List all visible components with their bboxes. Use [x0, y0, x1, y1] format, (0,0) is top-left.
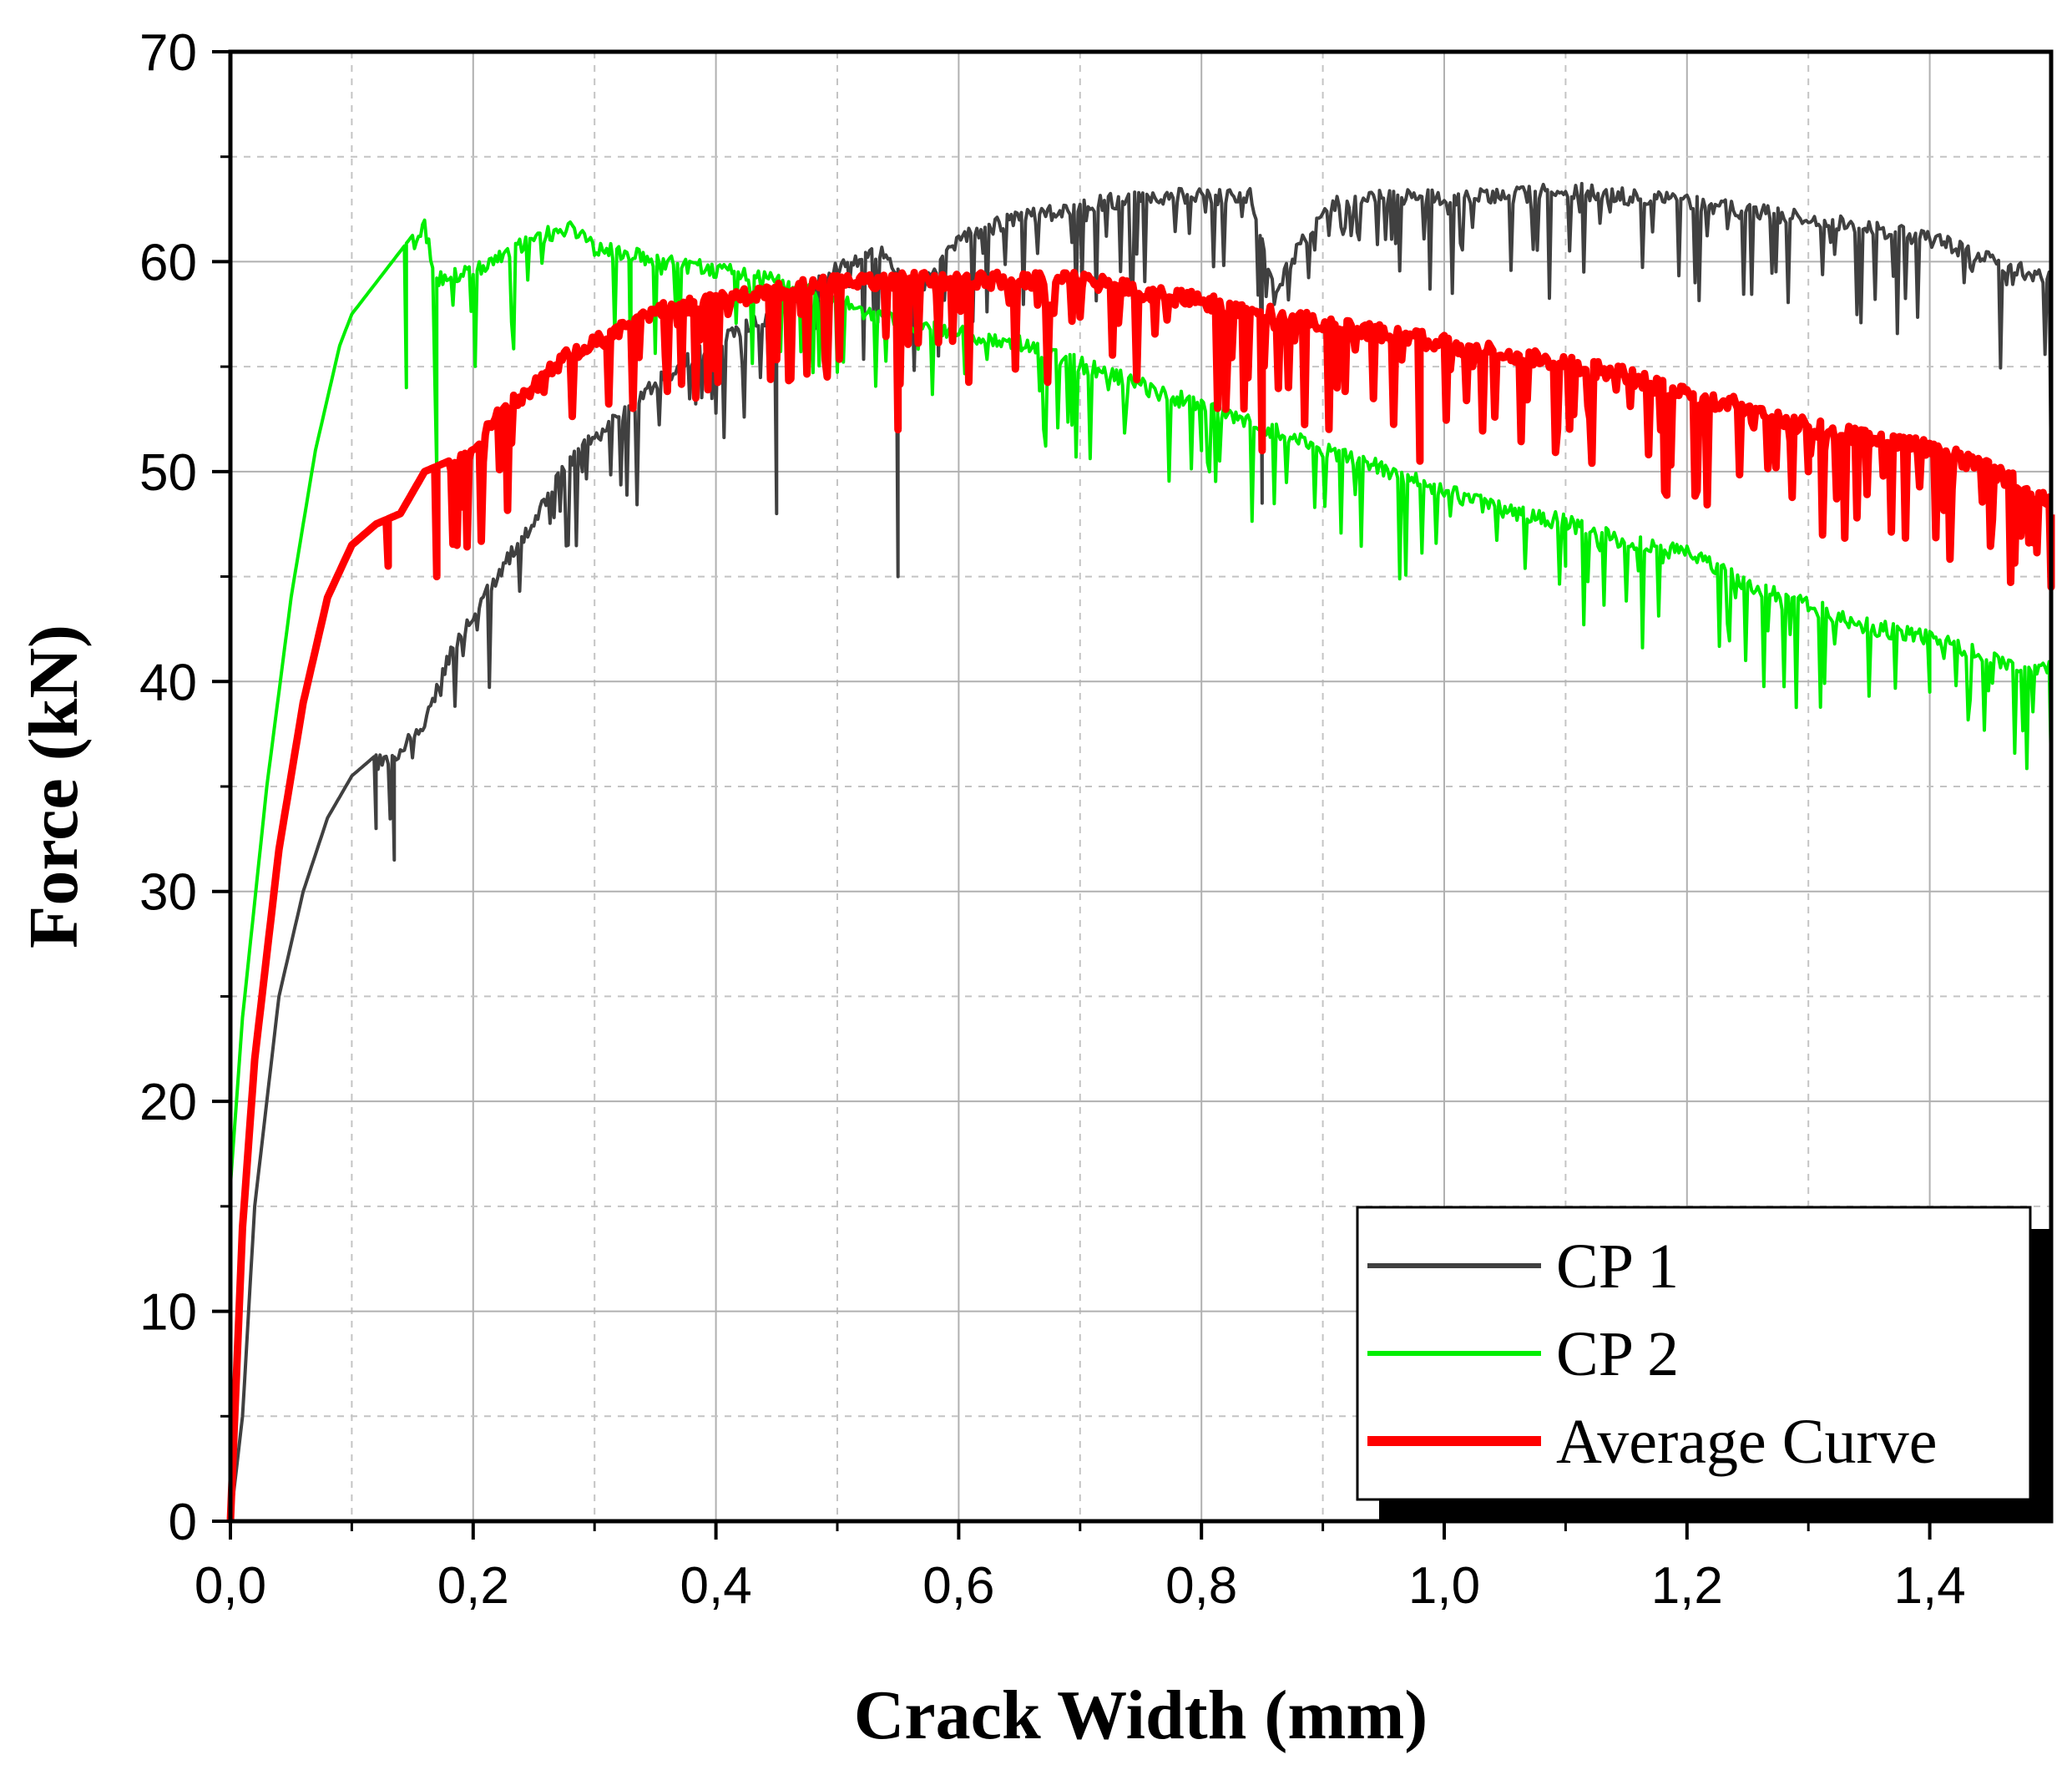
y-axis-title: Force (kN) — [15, 625, 93, 948]
legend-items: CP 1 CP 2 Average Curve — [1367, 1231, 1937, 1477]
series-layer — [226, 181, 2055, 1522]
y-tick-label: 70 — [139, 24, 197, 82]
series-line-2 — [229, 218, 2053, 1186]
y-tick-label: 40 — [139, 654, 197, 711]
tick-labels: 0,0 0,2 0,4 0,6 0,8 1,0 1,2 1,4 0 10 20 30 40 50 60 70 — [139, 24, 1966, 1615]
x-tick-label: 0,6 — [922, 1557, 994, 1615]
ticks — [212, 50, 1932, 1540]
x-tick-label: 0,8 — [1165, 1557, 1237, 1615]
series-line-3 — [226, 268, 2055, 1522]
legend-label-2: CP 2 — [1556, 1319, 1679, 1389]
legend: CP 1 CP 2 Average Curve — [1356, 1206, 2052, 1521]
x-tick-label: 0,2 — [437, 1557, 509, 1615]
legend-label-3: Average Curve — [1556, 1407, 1937, 1477]
series-line-1 — [229, 181, 2053, 1522]
y-tick-label: 60 — [139, 234, 197, 291]
y-tick-label: 20 — [139, 1074, 197, 1131]
y-tick-label: 30 — [139, 864, 197, 922]
x-axis-title: Crack Width (mm) — [854, 1676, 1428, 1754]
legend-label-1: CP 1 — [1556, 1231, 1679, 1302]
y-tick-label: 50 — [139, 444, 197, 502]
x-tick-label: 1,0 — [1408, 1557, 1480, 1615]
x-tick-label: 0,0 — [195, 1557, 266, 1615]
x-tick-label: 1,2 — [1651, 1557, 1723, 1615]
x-tick-label: 1,4 — [1893, 1557, 1965, 1615]
y-tick-label: 0 — [169, 1494, 197, 1551]
y-tick-label: 10 — [139, 1284, 197, 1342]
x-tick-label: 0,4 — [680, 1557, 751, 1615]
